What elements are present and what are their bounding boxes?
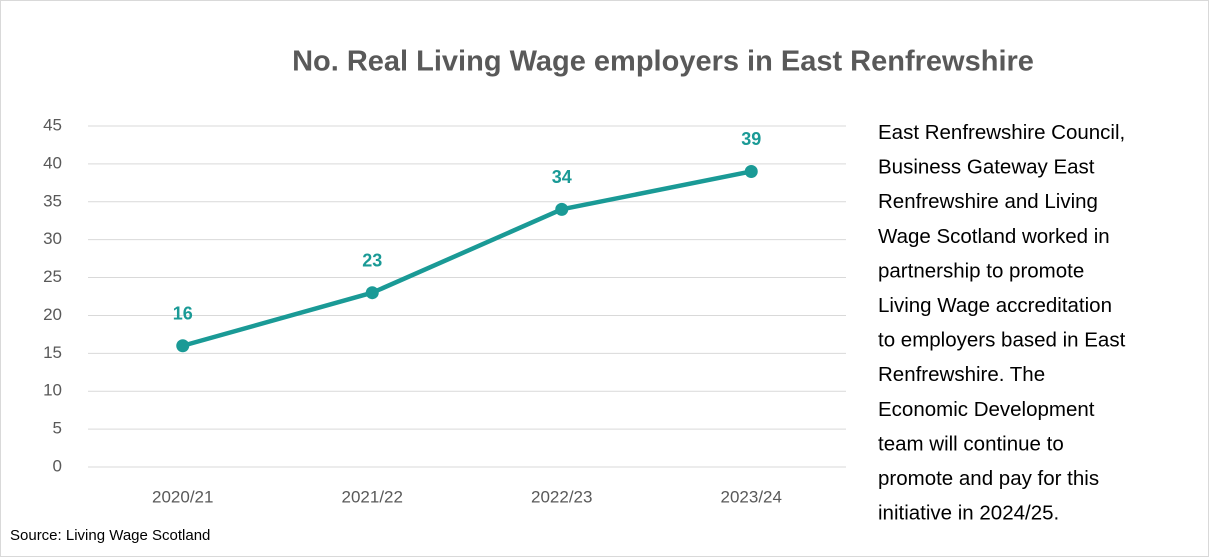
annotation-line: team will continue to bbox=[878, 432, 1064, 455]
annotation-line: Renfrewshire and Living bbox=[878, 190, 1098, 213]
y-tick-label: 20 bbox=[43, 305, 62, 324]
y-tick-label: 5 bbox=[53, 419, 62, 438]
data-point bbox=[365, 286, 379, 300]
x-tick-label: 2020/21 bbox=[152, 487, 213, 506]
y-tick-label: 10 bbox=[43, 381, 62, 400]
data-point bbox=[555, 202, 569, 216]
annotation-line: initiative in 2024/25. bbox=[878, 502, 1059, 525]
annotation-line: Living Wage accreditation bbox=[878, 294, 1112, 317]
x-tick-label: 2023/24 bbox=[721, 487, 782, 506]
series-line bbox=[182, 169, 752, 348]
y-tick-label: 0 bbox=[53, 456, 62, 475]
data-point bbox=[744, 164, 758, 178]
data-point bbox=[176, 339, 190, 353]
y-tick-label: 25 bbox=[43, 267, 62, 286]
data-label: 34 bbox=[552, 167, 572, 187]
y-tick-label: 15 bbox=[43, 343, 62, 362]
annotation-line: Wage Scotland worked in bbox=[878, 225, 1110, 248]
y-tick-label: 45 bbox=[43, 115, 62, 134]
data-label: 39 bbox=[741, 129, 761, 149]
annotation-line: Renfrewshire. The bbox=[878, 363, 1045, 386]
source: Source: Living Wage Scotland bbox=[10, 527, 210, 544]
data-label: 16 bbox=[173, 304, 193, 324]
annotation-line: promote and pay for this bbox=[878, 467, 1099, 490]
y-tick-label: 30 bbox=[43, 229, 62, 248]
y-tick-label: 40 bbox=[43, 153, 62, 172]
x-tick-label: 2022/23 bbox=[531, 487, 592, 506]
annotation-line: to employers based in East bbox=[878, 329, 1126, 352]
annotation-line: Business Gateway East bbox=[878, 156, 1095, 179]
chart-title: No. Real Living Wage employers in East R… bbox=[292, 46, 1034, 78]
x-tick-label: 2021/22 bbox=[342, 487, 403, 506]
annotation-line: East Renfrewshire Council, bbox=[878, 121, 1125, 144]
annotation-line: Economic Development bbox=[878, 398, 1095, 421]
y-tick-label: 35 bbox=[43, 191, 62, 210]
annotation-line: partnership to promote bbox=[878, 259, 1084, 282]
data-label: 23 bbox=[362, 250, 382, 270]
